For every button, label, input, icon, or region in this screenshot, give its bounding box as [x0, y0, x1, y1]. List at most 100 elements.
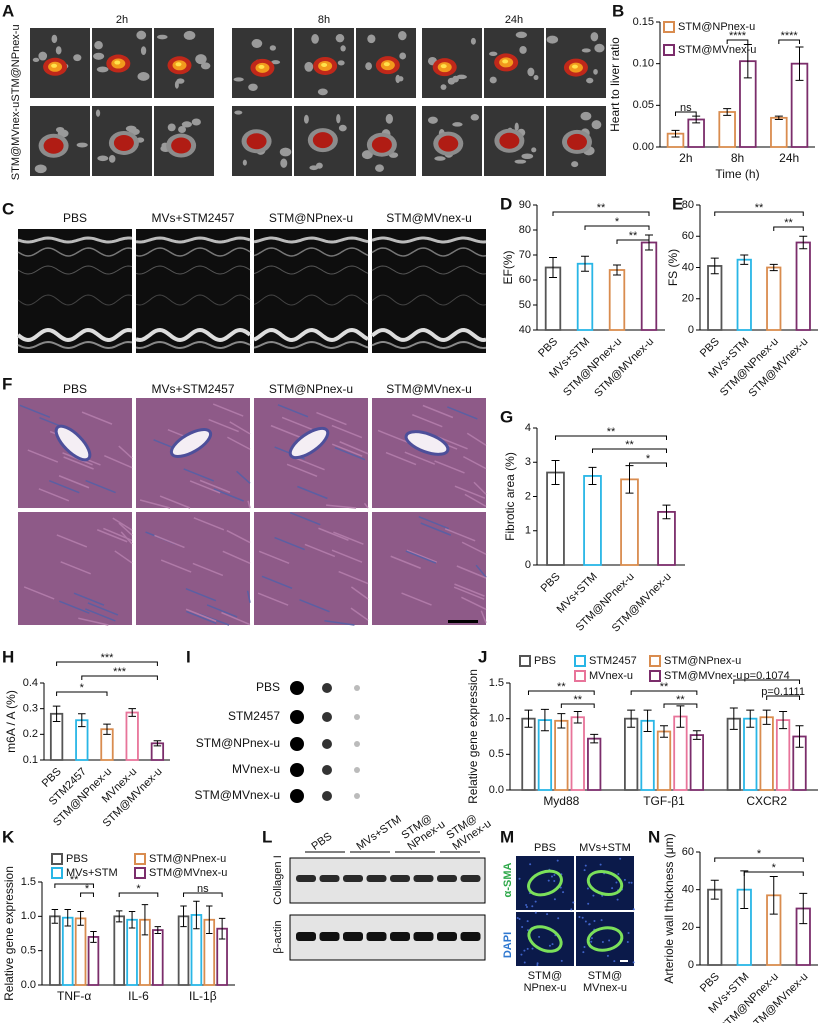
nucleus	[581, 916, 584, 919]
y-tick-label: 40	[682, 261, 694, 273]
panel-letter: F	[2, 374, 12, 393]
y-tick-label: 0.4	[23, 677, 38, 689]
if-tile	[516, 856, 574, 910]
nucleus	[615, 881, 618, 884]
nucleus	[526, 947, 529, 950]
y-tick-label: 4	[525, 422, 531, 434]
nucleus	[525, 904, 528, 907]
error-bar	[774, 115, 783, 120]
scale-bar	[448, 620, 478, 623]
organ	[581, 48, 591, 53]
y-axis-title: FS (%)	[666, 249, 680, 286]
vessel	[404, 430, 450, 456]
error-bar	[90, 930, 97, 943]
fiber	[19, 404, 51, 419]
organ	[304, 61, 314, 72]
panel-letter: M	[500, 827, 514, 846]
column-label: STM@	[528, 970, 562, 982]
error-bar	[743, 44, 752, 79]
nucleus	[556, 859, 559, 862]
organ	[434, 156, 446, 161]
y-tick-label: 90	[519, 199, 531, 211]
significance-bracket	[527, 690, 595, 695]
organ	[470, 37, 476, 45]
fiber	[377, 429, 409, 444]
nucleus	[632, 961, 635, 964]
organ	[514, 122, 519, 131]
y-tick-label: 0.00	[633, 141, 654, 153]
panel-letter: I	[186, 647, 191, 666]
dot	[290, 681, 304, 695]
time-label: 2h	[116, 14, 128, 26]
signal	[51, 63, 58, 68]
bar	[718, 111, 736, 148]
significance-bracket	[555, 435, 667, 440]
band	[390, 932, 410, 941]
y-tick-label: 80	[682, 199, 694, 211]
dot-label: PBS	[256, 680, 280, 694]
fiber	[324, 619, 355, 626]
x-tick-label: TGF-β1	[643, 794, 685, 808]
error-bar	[710, 879, 719, 900]
dot-label: STM2457	[228, 709, 280, 723]
fiber	[247, 500, 251, 509]
organ	[156, 34, 168, 40]
echo-trace	[370, 327, 487, 343]
band	[413, 875, 434, 882]
error-bar	[588, 466, 597, 486]
organ	[546, 35, 559, 44]
nucleus	[553, 873, 556, 876]
nucleus	[601, 940, 604, 943]
dot	[322, 791, 332, 801]
echo-trace	[371, 265, 487, 275]
dot	[354, 793, 360, 799]
error-bar	[671, 129, 680, 138]
panel-letter: E	[672, 194, 683, 213]
significance-bracket	[714, 857, 804, 862]
column-label: MVs+STM2457	[151, 382, 234, 396]
significance-label: **	[755, 202, 764, 214]
echo-trace	[253, 265, 369, 275]
organ	[234, 110, 243, 115]
fiber	[185, 610, 217, 625]
y-axis-title: EF(%)	[501, 251, 515, 285]
fiber	[213, 488, 244, 502]
fiber	[420, 522, 452, 536]
y-tick-label: 20	[682, 293, 694, 305]
fiber	[222, 550, 251, 565]
dot-label: STM@MVnex-u	[194, 788, 280, 802]
fiber	[334, 447, 366, 461]
organ	[93, 52, 105, 60]
fiber	[48, 479, 80, 494]
y-tick-label: 1	[525, 525, 531, 537]
y-tick-label: 60	[682, 230, 694, 242]
y-tick-label: 0.2	[23, 728, 38, 740]
echo-trace	[253, 236, 369, 244]
error-bar	[643, 709, 652, 733]
row-label: STM@MVnex-u	[10, 102, 22, 180]
signal	[114, 60, 121, 65]
significance-label: ns	[197, 883, 209, 895]
y-tick-label: 40	[682, 884, 694, 896]
nucleus	[632, 908, 635, 911]
nucleus	[523, 961, 526, 964]
organ	[309, 165, 319, 171]
significance-bracket	[629, 462, 667, 467]
fiber	[281, 416, 313, 431]
fiber	[114, 550, 133, 564]
nucleus	[630, 881, 633, 884]
organ	[340, 45, 346, 52]
y-tick-label: 2	[525, 490, 531, 502]
nucleus	[553, 879, 556, 882]
fiber	[185, 608, 217, 622]
error-bar	[115, 910, 123, 923]
nucleus	[600, 919, 603, 922]
fiber	[192, 562, 224, 577]
fiber	[87, 602, 119, 616]
bar	[608, 269, 626, 331]
organ	[489, 76, 497, 84]
x-tick-label: Myd88	[543, 794, 579, 808]
y-tick-label: 0.15	[633, 16, 654, 28]
organ	[367, 34, 376, 44]
organ	[365, 62, 372, 71]
